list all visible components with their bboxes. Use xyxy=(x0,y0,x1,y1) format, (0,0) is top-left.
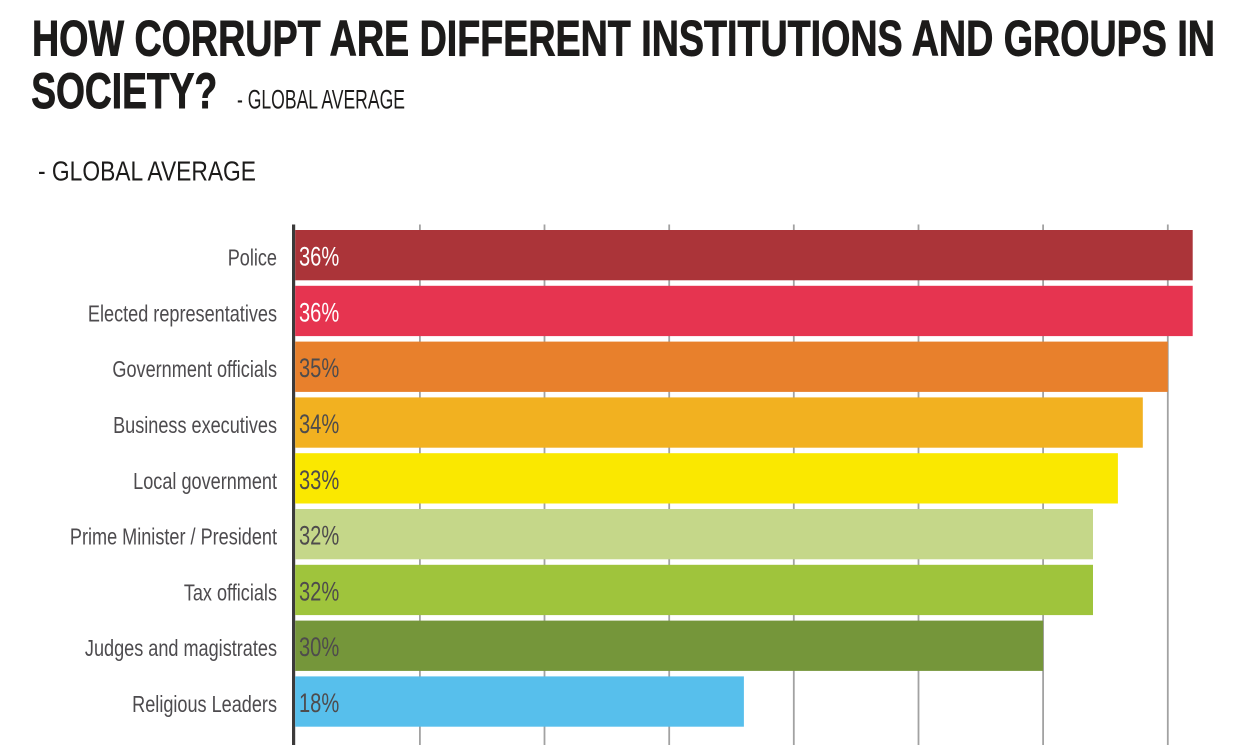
svg-text:35%: 35% xyxy=(299,353,339,384)
svg-text:Police: Police xyxy=(228,245,277,271)
svg-text:Religious Leaders: Religious Leaders xyxy=(132,692,277,718)
svg-text:Prime Minister / President: Prime Minister / President xyxy=(70,524,277,550)
svg-text:Business executives: Business executives xyxy=(113,413,277,439)
svg-text:30%: 30% xyxy=(299,632,339,663)
svg-text:33%: 33% xyxy=(299,465,339,496)
svg-text:- GLOBAL AVERAGE: - GLOBAL AVERAGE xyxy=(237,84,405,114)
svg-text:- GLOBAL AVERAGE: - GLOBAL AVERAGE xyxy=(38,156,256,187)
svg-text:34%: 34% xyxy=(299,409,339,440)
svg-text:Tax officials: Tax officials xyxy=(184,580,277,606)
svg-text:32%: 32% xyxy=(299,521,339,552)
svg-text:18%: 18% xyxy=(299,688,339,719)
svg-text:32%: 32% xyxy=(299,577,339,608)
svg-text:Local government: Local government xyxy=(133,469,277,495)
svg-text:SOCIETY?: SOCIETY? xyxy=(31,62,217,119)
svg-text:HOW CORRUPT ARE DIFFERENT INST: HOW CORRUPT ARE DIFFERENT INSTITUTIONS A… xyxy=(32,10,1215,67)
svg-text:Elected representatives: Elected representatives xyxy=(88,301,277,327)
svg-text:36%: 36% xyxy=(299,298,339,329)
svg-text:36%: 36% xyxy=(299,242,339,273)
svg-text:Judges and magistrates: Judges and magistrates xyxy=(85,636,277,662)
svg-text:Government officials: Government officials xyxy=(112,357,277,383)
